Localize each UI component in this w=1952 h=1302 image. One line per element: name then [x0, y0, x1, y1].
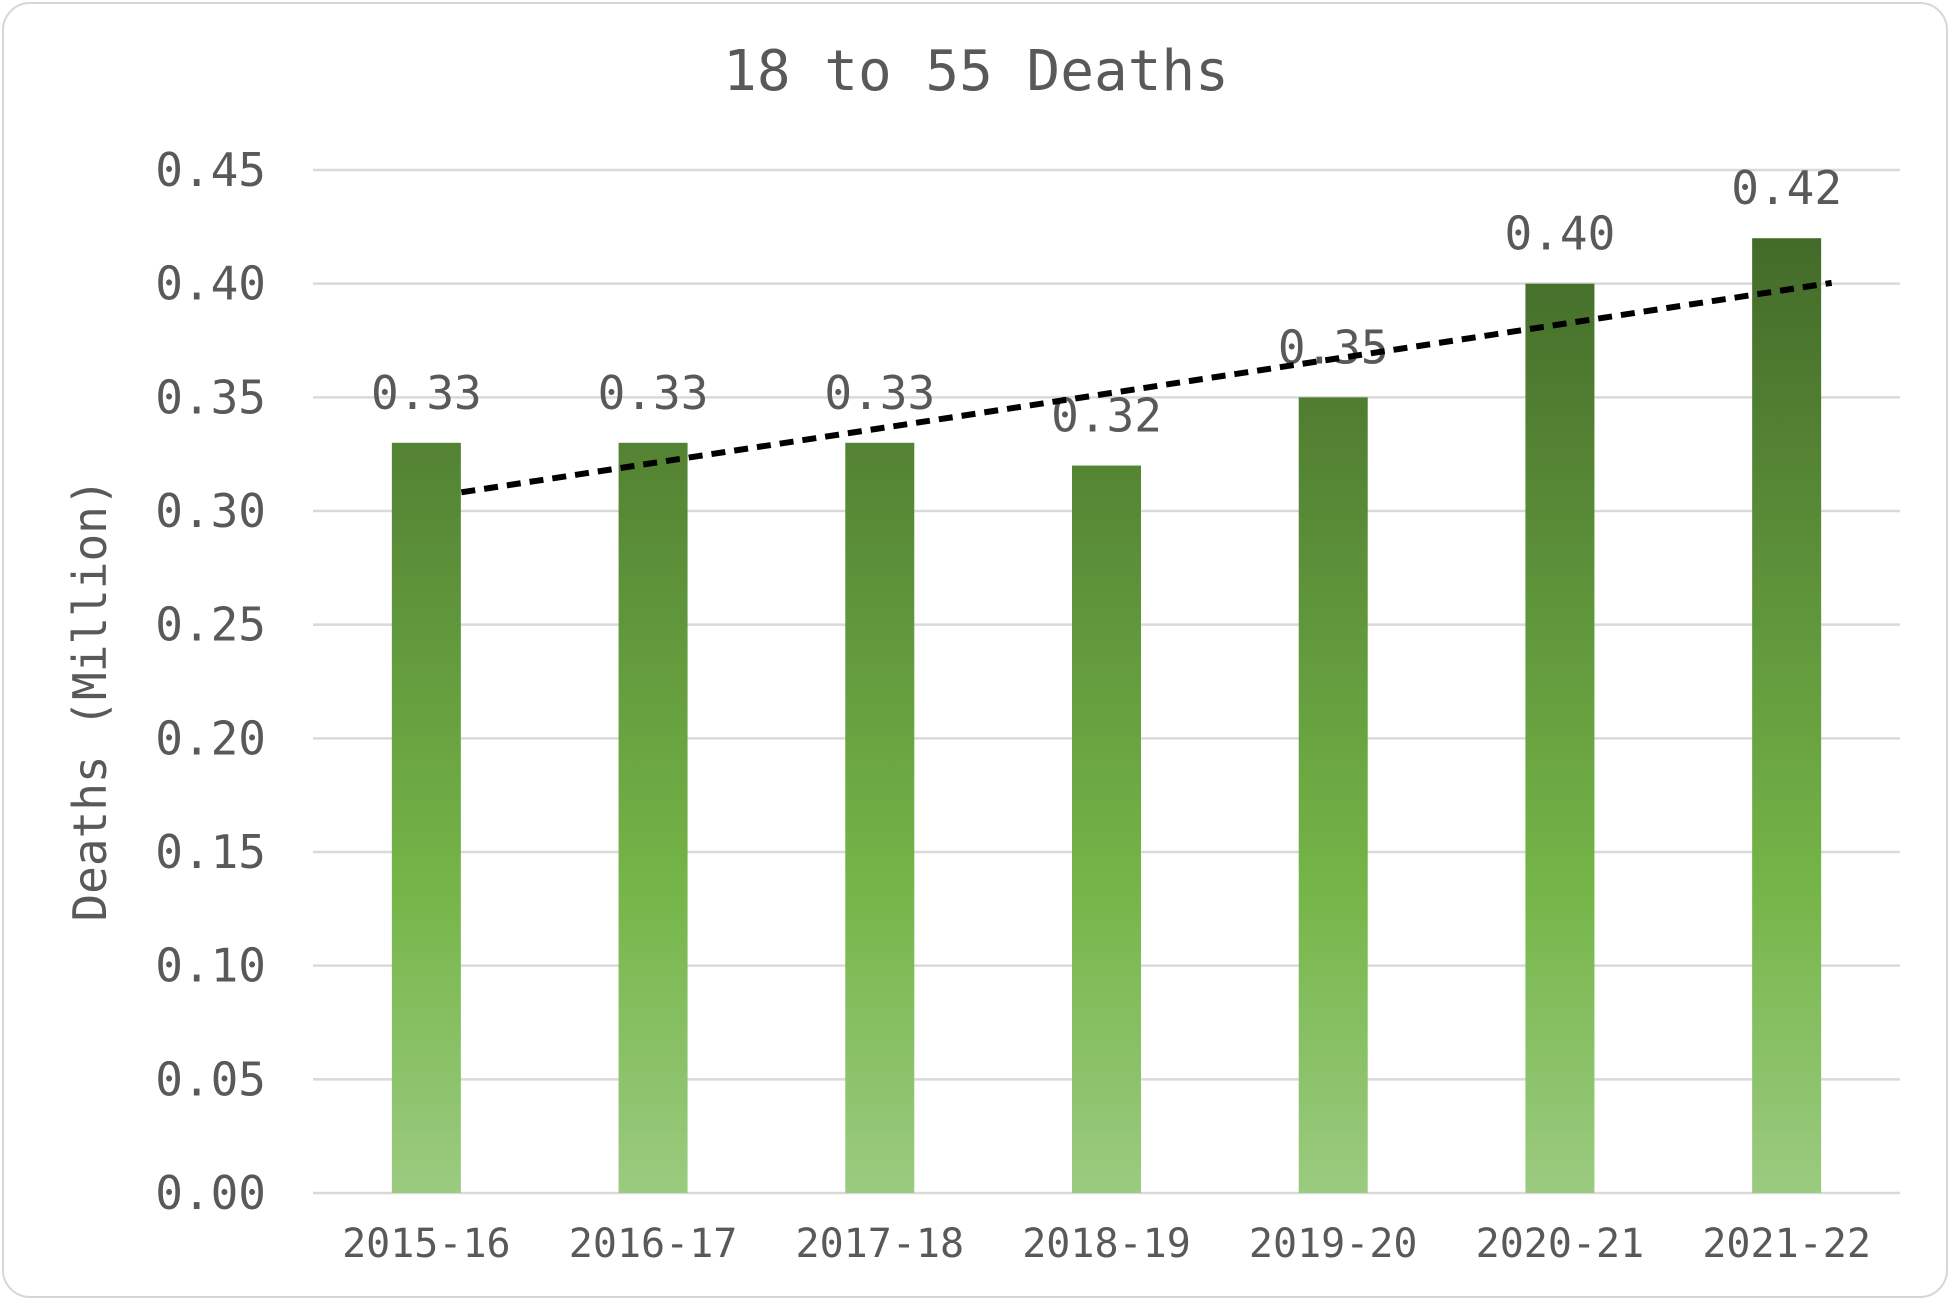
- data-label: 0.35: [1278, 320, 1389, 374]
- y-axis-label: Deaths (Million): [63, 478, 117, 921]
- x-tick-label: 2020-21: [1476, 1221, 1645, 1267]
- data-label: 0.33: [598, 366, 709, 420]
- y-tick-label: 0.20: [155, 711, 266, 765]
- data-label: 0.33: [824, 366, 935, 420]
- trendline: [460, 279, 1833, 496]
- data-label: 0.40: [1505, 207, 1616, 261]
- y-tick-label: 0.45: [155, 143, 266, 197]
- data-labels: 0.33 0.33 0.33 0.32 0.35 0.40 0.42: [371, 161, 1842, 442]
- bar: [1752, 238, 1822, 1193]
- bar: [1072, 465, 1141, 1193]
- x-tick-label: 2016-17: [569, 1221, 738, 1267]
- x-tick-label: 2015-16: [342, 1221, 511, 1267]
- y-tick-label: 0.05: [155, 1052, 266, 1106]
- y-tick-label: 0.30: [155, 484, 266, 538]
- x-tick-label: 2019-20: [1249, 1221, 1418, 1267]
- y-tick-label: 0.15: [155, 825, 266, 879]
- y-tick-labels: 0.00 0.05 0.10 0.15 0.20 0.25 0.30 0.35 0.40 0.45: [155, 143, 266, 1220]
- y-tick-label: 0.00: [155, 1166, 266, 1220]
- bar: [1298, 397, 1368, 1193]
- y-tick-label: 0.25: [155, 598, 266, 652]
- bar: [845, 442, 915, 1193]
- chart-title: 18 to 55 Deaths: [723, 39, 1229, 104]
- bar: [1525, 283, 1595, 1194]
- bar: [618, 442, 688, 1193]
- x-tick-label: 2017-18: [795, 1221, 964, 1267]
- bars: [391, 238, 1822, 1194]
- trendline-path: [460, 279, 1833, 496]
- data-label: 0.42: [1731, 161, 1842, 215]
- data-label: 0.32: [1051, 389, 1162, 443]
- data-label: 0.33: [371, 366, 482, 420]
- x-tick-label: 2018-19: [1022, 1221, 1191, 1267]
- y-tick-label: 0.40: [155, 257, 266, 311]
- y-tick-label: 0.10: [155, 939, 266, 993]
- x-tick-label: 2021-22: [1702, 1221, 1871, 1267]
- bar: [391, 442, 461, 1193]
- y-tick-label: 0.35: [155, 370, 266, 424]
- x-tick-labels: 2015-16 2016-17 2017-18 2018-19 2019-20 2020-…: [342, 1221, 1871, 1267]
- gridlines: [313, 168, 1900, 1195]
